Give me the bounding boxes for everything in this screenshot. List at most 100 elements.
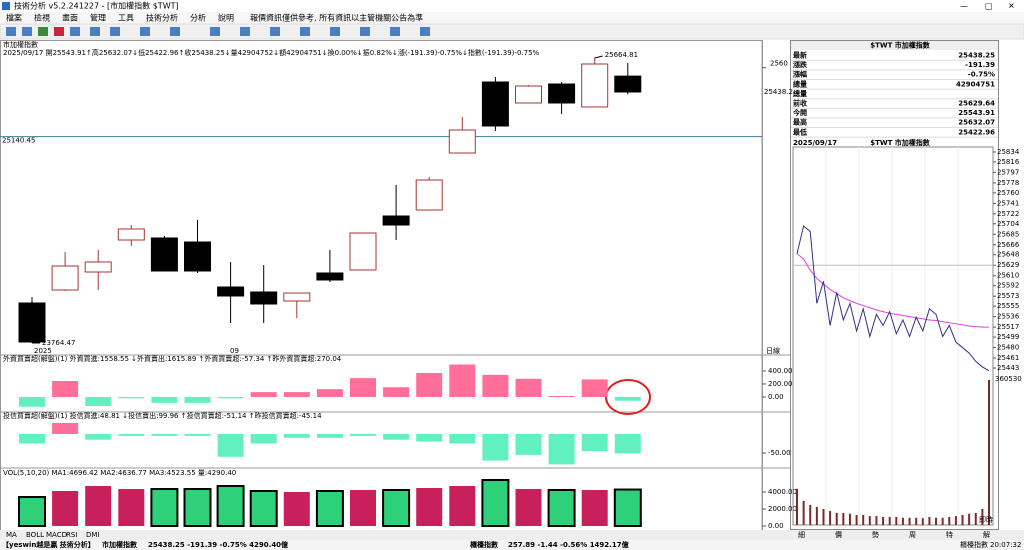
candle-body — [250, 291, 278, 305]
toolbar-icons[interactable] — [6, 27, 430, 36]
status-name: 櫃檯指數 — [470, 540, 498, 549]
tab[interactable]: BOLL — [26, 531, 44, 539]
intraday-tab[interactable]: 周 — [909, 531, 916, 539]
maximize[interactable]: □ — [985, 2, 993, 11]
ref-label: 25140.45 — [2, 137, 35, 145]
candle-body — [448, 129, 476, 154]
highlight-circle — [605, 379, 651, 415]
quote-label: 前收 — [793, 99, 808, 108]
date-label: 2025 — [34, 347, 52, 355]
intraday-tab[interactable]: 細 — [798, 530, 805, 539]
bar — [151, 396, 178, 403]
bar — [118, 396, 145, 399]
info-line: 2025/09/17 開25543.91↑高25632.07↓低25422.96… — [3, 48, 540, 57]
candle-body — [84, 261, 112, 273]
status-bar — [0, 540, 1024, 550]
bar — [416, 372, 443, 397]
bar — [118, 433, 145, 436]
bar — [581, 490, 608, 527]
bar — [416, 488, 443, 527]
bar — [85, 486, 112, 527]
window-title: 技術分析 v5.2.241227 - [市加權指數 $TWT] — [14, 1, 179, 11]
menu-item[interactable]: 畫面 — [62, 13, 78, 23]
menu-item[interactable]: 管理 — [90, 13, 106, 23]
quote-value: 25632.07 — [958, 119, 995, 127]
y-tick-label: 25816 — [997, 158, 1020, 166]
intraday-tab[interactable]: 價 — [835, 530, 842, 539]
y-tick-label: 25555 — [997, 302, 1019, 310]
bar — [283, 492, 310, 527]
bar — [184, 396, 211, 403]
menu-item[interactable]: 檢視 — [34, 13, 50, 23]
panel-header: 外資買賣超(解盤)(1) 外資買進:1558.55 ↓外資賣出:1615.89 … — [3, 354, 342, 363]
bar — [52, 422, 79, 434]
y-tick-label: 25778 — [997, 179, 1019, 187]
menu-item[interactable]: 工具 — [118, 14, 134, 23]
candle-body — [150, 237, 178, 272]
bar — [350, 378, 376, 397]
menu-item[interactable]: 說明 — [218, 13, 234, 23]
intraday-tab[interactable]: 解 — [983, 530, 990, 539]
bar — [383, 433, 410, 440]
y-tick-label: 25499 — [997, 333, 1019, 341]
quote-label: 總量 — [793, 89, 807, 98]
bar — [217, 396, 244, 399]
candle-body — [349, 232, 377, 271]
y-tick-label: 25834 — [997, 148, 1020, 156]
bar — [184, 433, 211, 436]
notice: 報價資訊僅供參考, 所有資訊以主管機關公告為準 — [250, 13, 423, 23]
y-tick-label: 25443 — [997, 364, 1019, 372]
period-label: 日線 — [766, 346, 780, 355]
quote-label: 總量 — [793, 79, 807, 88]
bar — [548, 433, 575, 465]
candle-body — [548, 83, 576, 104]
chart-name: 市加權指數 — [3, 40, 38, 49]
close[interactable]: ✕ — [1008, 2, 1015, 11]
bar — [548, 396, 575, 398]
last-price-label: 25438.2 — [764, 88, 793, 96]
bar — [19, 396, 45, 407]
tab[interactable]: MACD — [46, 531, 67, 539]
date-label: 09 — [230, 347, 239, 355]
tab[interactable]: DMI — [86, 531, 100, 539]
status-name: 櫃檯指數 — [960, 540, 988, 549]
y-tick-label: 25797 — [997, 168, 1019, 176]
candle-body — [316, 272, 344, 281]
quote-value: 42904751 — [956, 80, 995, 88]
minimize[interactable]: — — [960, 2, 968, 11]
menu-item[interactable]: 檔案 — [6, 13, 22, 23]
bar — [515, 433, 542, 455]
y-tick-label: 2000.00 — [768, 505, 797, 513]
toolbar — [0, 23, 1024, 40]
y-tick-label: 25480 — [997, 344, 1019, 352]
quote-label: 最新 — [793, 51, 807, 60]
quote-label: 最高 — [793, 118, 807, 127]
y-tick-label: 25610 — [997, 272, 1019, 280]
high-pointer — [594, 55, 603, 59]
intraday-tab[interactable]: 特 — [946, 530, 953, 539]
bar — [449, 486, 476, 527]
intraday-prices — [796, 225, 990, 372]
bar — [350, 490, 376, 527]
menu-item[interactable]: 技術分析 — [146, 13, 178, 23]
y-tick-label: 25741 — [997, 199, 1019, 207]
bar — [52, 380, 79, 397]
bar — [515, 489, 542, 527]
y-tick-label: 25648 — [997, 251, 1019, 259]
y-tick-label: 25461 — [997, 354, 1019, 362]
status-name: 市加權指數 — [102, 540, 137, 549]
status-quote: 25438.25 -191.39 -0.75% 4290.40億 — [148, 540, 288, 549]
bar — [250, 433, 277, 444]
bar — [614, 433, 641, 454]
tab[interactable]: MA — [6, 531, 17, 539]
intraday-date: 2025/09/17 — [793, 139, 837, 147]
intraday-title: $TWT 市加權指數 — [870, 138, 930, 147]
menu-item[interactable]: 分析 — [190, 13, 206, 23]
y-tick-label: 25536 — [997, 313, 1020, 321]
tab[interactable]: RSI — [66, 531, 77, 539]
intraday-tab[interactable]: 勢 — [872, 530, 879, 539]
bar — [449, 433, 476, 444]
y-tick-label: 400.00 — [768, 367, 793, 375]
bar — [383, 387, 410, 397]
